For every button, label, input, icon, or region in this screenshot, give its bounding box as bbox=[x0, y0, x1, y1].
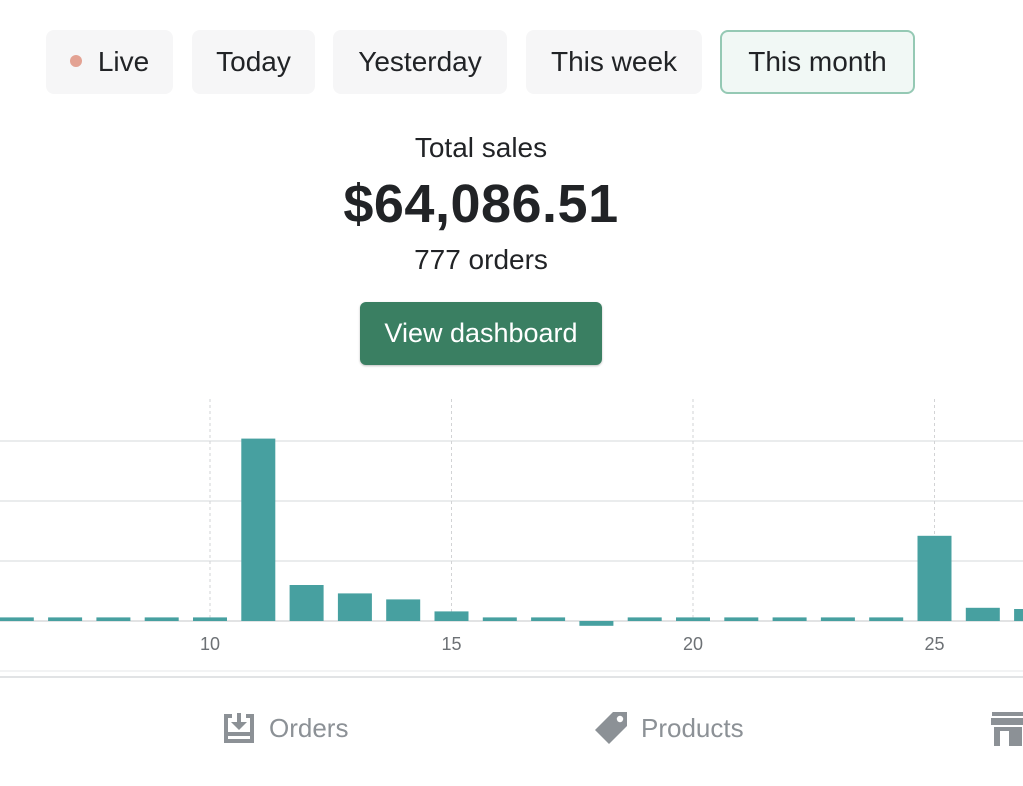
x-tick-label: 15 bbox=[441, 634, 461, 654]
tab-this-month-label: This month bbox=[748, 46, 887, 77]
chart-bar bbox=[820, 617, 855, 621]
chart-bar bbox=[386, 599, 421, 621]
chart-bar bbox=[965, 607, 1000, 621]
x-tick-label: 10 bbox=[200, 634, 220, 654]
chart-bar bbox=[241, 438, 276, 621]
x-tick-label: 20 bbox=[683, 634, 703, 654]
chart-bar bbox=[869, 617, 904, 621]
live-indicator-icon bbox=[69, 54, 82, 67]
tab-today[interactable]: Today bbox=[192, 30, 315, 94]
tab-yesterday-label: Yesterday bbox=[358, 46, 482, 77]
sales-bar-chart: 10 15 20 25 bbox=[0, 399, 1023, 672]
nav-store[interactable] bbox=[990, 706, 1023, 750]
orders-inbox-icon bbox=[224, 713, 254, 744]
chart-bar bbox=[724, 617, 759, 621]
tab-today-label: Today bbox=[216, 46, 291, 77]
chart-bar bbox=[144, 617, 179, 621]
tab-this-week[interactable]: This week bbox=[526, 30, 702, 94]
chart-bar bbox=[193, 617, 227, 621]
chart-bar bbox=[676, 617, 710, 621]
tab-live[interactable]: Live bbox=[46, 30, 173, 94]
chart-bar bbox=[96, 617, 131, 621]
chart-bar bbox=[1014, 609, 1023, 621]
chart-bar bbox=[917, 535, 952, 621]
orders-count: 777 orders bbox=[414, 244, 548, 275]
tab-live-label: Live bbox=[97, 46, 150, 77]
chart-bar bbox=[482, 617, 517, 621]
x-tick-label: 25 bbox=[924, 634, 944, 654]
chart-bar bbox=[48, 617, 83, 621]
chart-bar bbox=[579, 621, 614, 626]
store-icon bbox=[991, 712, 1023, 747]
bottom-navigation: Orders Products bbox=[0, 676, 1023, 786]
chart-bar bbox=[772, 617, 807, 621]
nav-products-label: Products bbox=[641, 713, 744, 743]
view-dashboard-button[interactable]: View dashboard bbox=[360, 302, 602, 365]
tab-yesterday[interactable]: Yesterday bbox=[333, 30, 507, 94]
total-sales-value: $64,086.51 bbox=[343, 174, 619, 234]
nav-orders-label: Orders bbox=[269, 713, 349, 743]
chart-bar bbox=[289, 585, 324, 621]
chart-bar bbox=[337, 593, 372, 621]
tab-this-week-label: This week bbox=[550, 46, 678, 77]
nav-orders[interactable]: Orders bbox=[221, 706, 348, 750]
chart-bar bbox=[531, 617, 566, 621]
chart-bar bbox=[627, 617, 662, 621]
chart-bar bbox=[434, 611, 469, 621]
chart-bar bbox=[0, 617, 34, 621]
tag-icon bbox=[595, 712, 627, 745]
nav-products[interactable]: Products bbox=[593, 706, 744, 750]
tab-this-month[interactable]: This month bbox=[720, 30, 915, 94]
total-sales-label: Total sales bbox=[414, 132, 548, 163]
